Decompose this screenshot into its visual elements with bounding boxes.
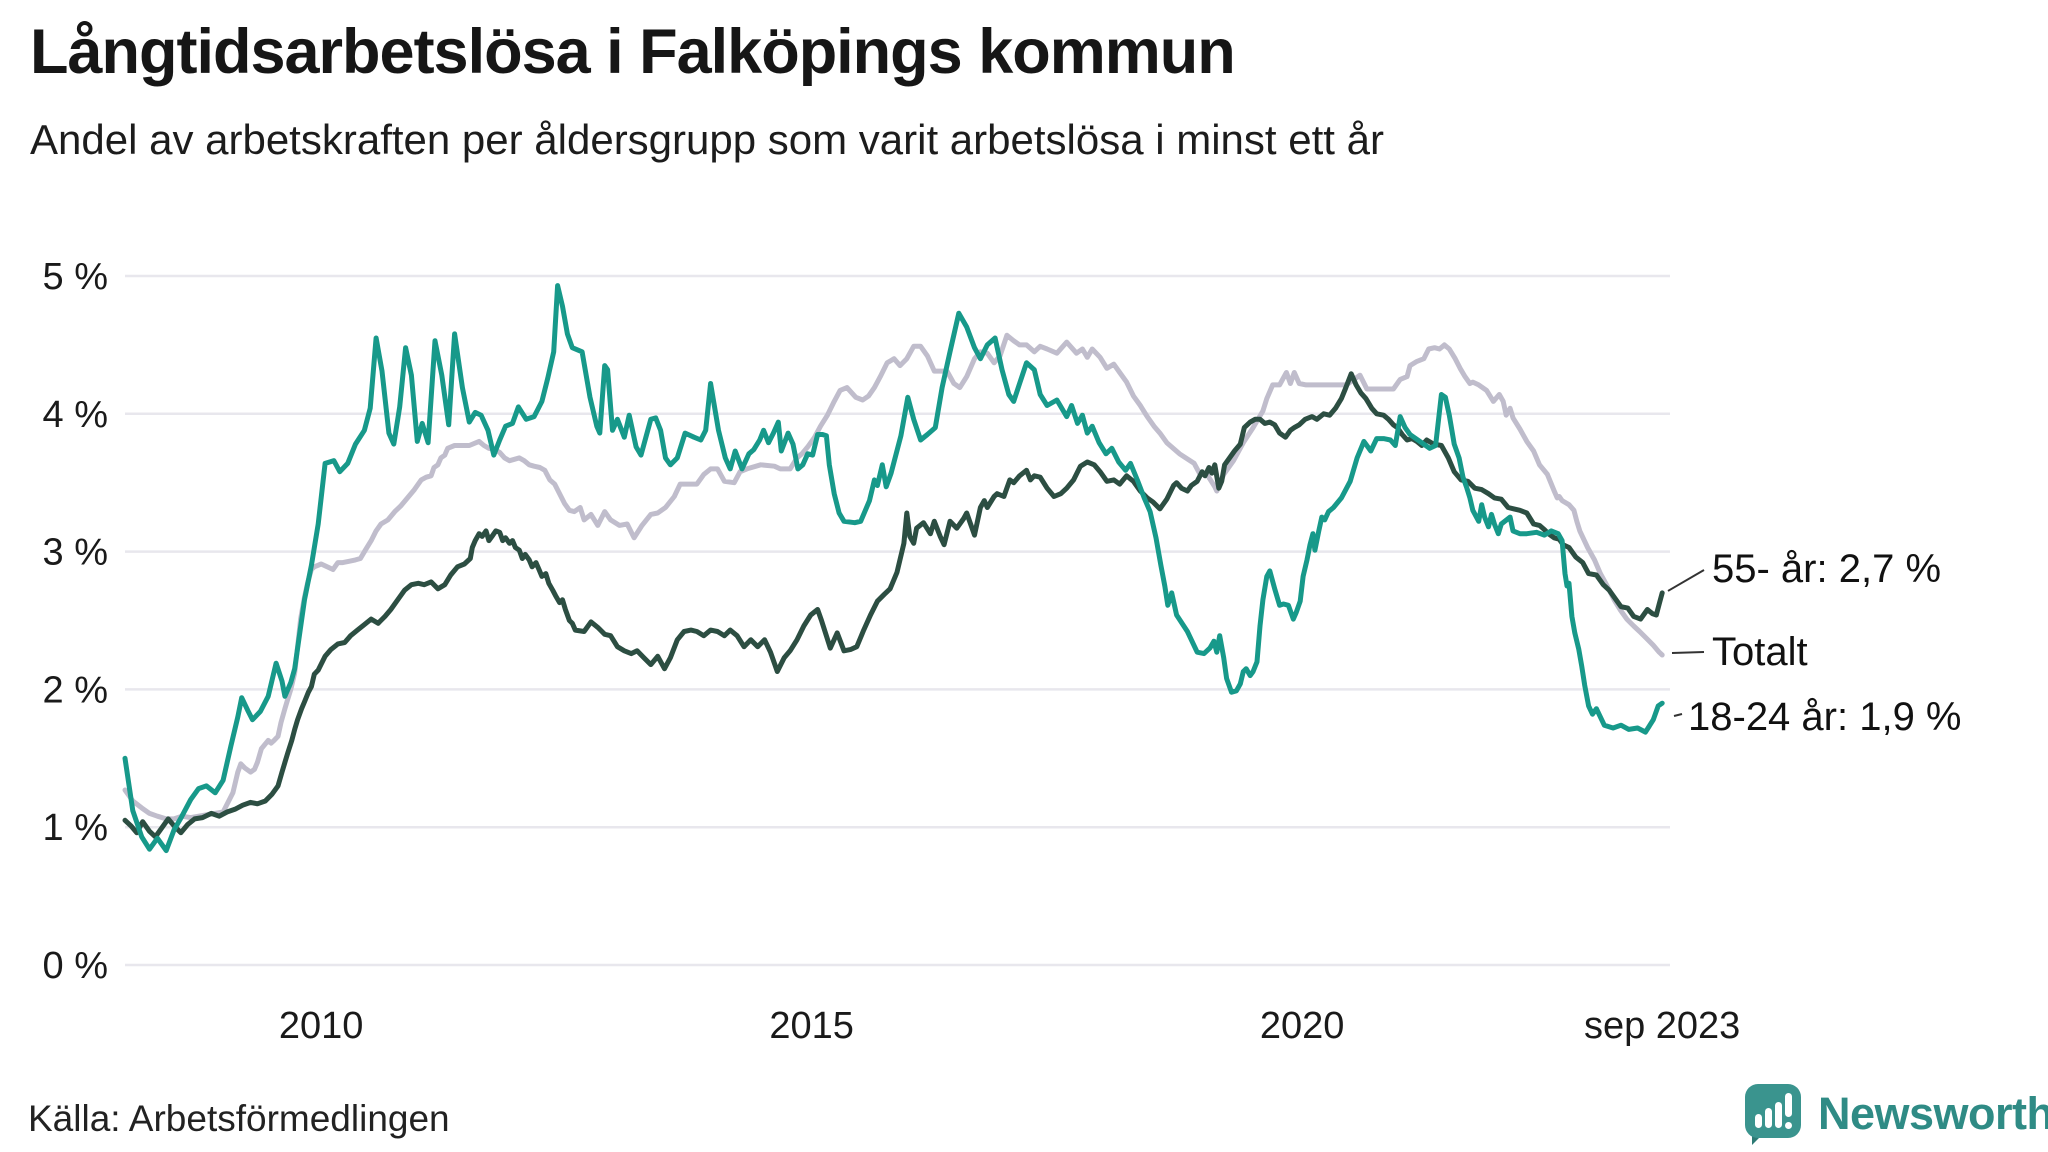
source-note: Källa: Arbetsförmedlingen — [28, 1098, 450, 1139]
series-line-18-24-r — [122, 283, 1665, 854]
x-tick-label: 2010 — [279, 1005, 364, 1047]
y-tick-label: 5 % — [43, 256, 108, 298]
x-axis-tick-labels: 2010 2015 2020 sep 2023 — [279, 1005, 1740, 1047]
series-line-55-r — [122, 371, 1665, 840]
y-tick-label: 0 % — [43, 945, 108, 987]
y-tick-label: 3 % — [43, 532, 108, 574]
series-line-totalt — [122, 332, 1665, 822]
newsworthy-logo-icon — [1745, 1084, 1801, 1145]
page-subtitle: Andel av arbetskraften per åldersgrupp s… — [30, 116, 1384, 163]
newsworthy-logo[interactable]: Newsworthy — [1742, 1082, 2048, 1146]
leader-55 — [1667, 569, 1705, 592]
newsworthy-logo-text: Newsworthy — [1818, 1088, 2048, 1139]
y-axis-tick-labels: 5 % 4 % 3 % 2 % 1 % 0 % — [43, 256, 108, 987]
leader-18-24 — [1673, 713, 1683, 717]
annotation-leader-lines — [1667, 569, 1705, 717]
y-tick-label: 2 % — [43, 669, 108, 711]
leader-totalt — [1671, 651, 1705, 654]
page-title: Långtidsarbetslösa i Falköpings kommun — [30, 17, 1236, 87]
label-series-totalt: Totalt — [1712, 630, 1808, 674]
x-tick-label: 2015 — [769, 1005, 854, 1047]
label-series-55: 55- år: 2,7 % — [1712, 547, 1942, 591]
series-lines — [122, 283, 1665, 854]
x-tick-label: sep 2023 — [1584, 1005, 1740, 1047]
gridlines — [125, 274, 1670, 967]
y-tick-label: 4 % — [43, 394, 108, 436]
label-series-18-24: 18-24 år: 1,9 % — [1688, 695, 1962, 739]
x-tick-label: 2020 — [1260, 1005, 1345, 1047]
y-tick-label: 1 % — [43, 807, 108, 849]
